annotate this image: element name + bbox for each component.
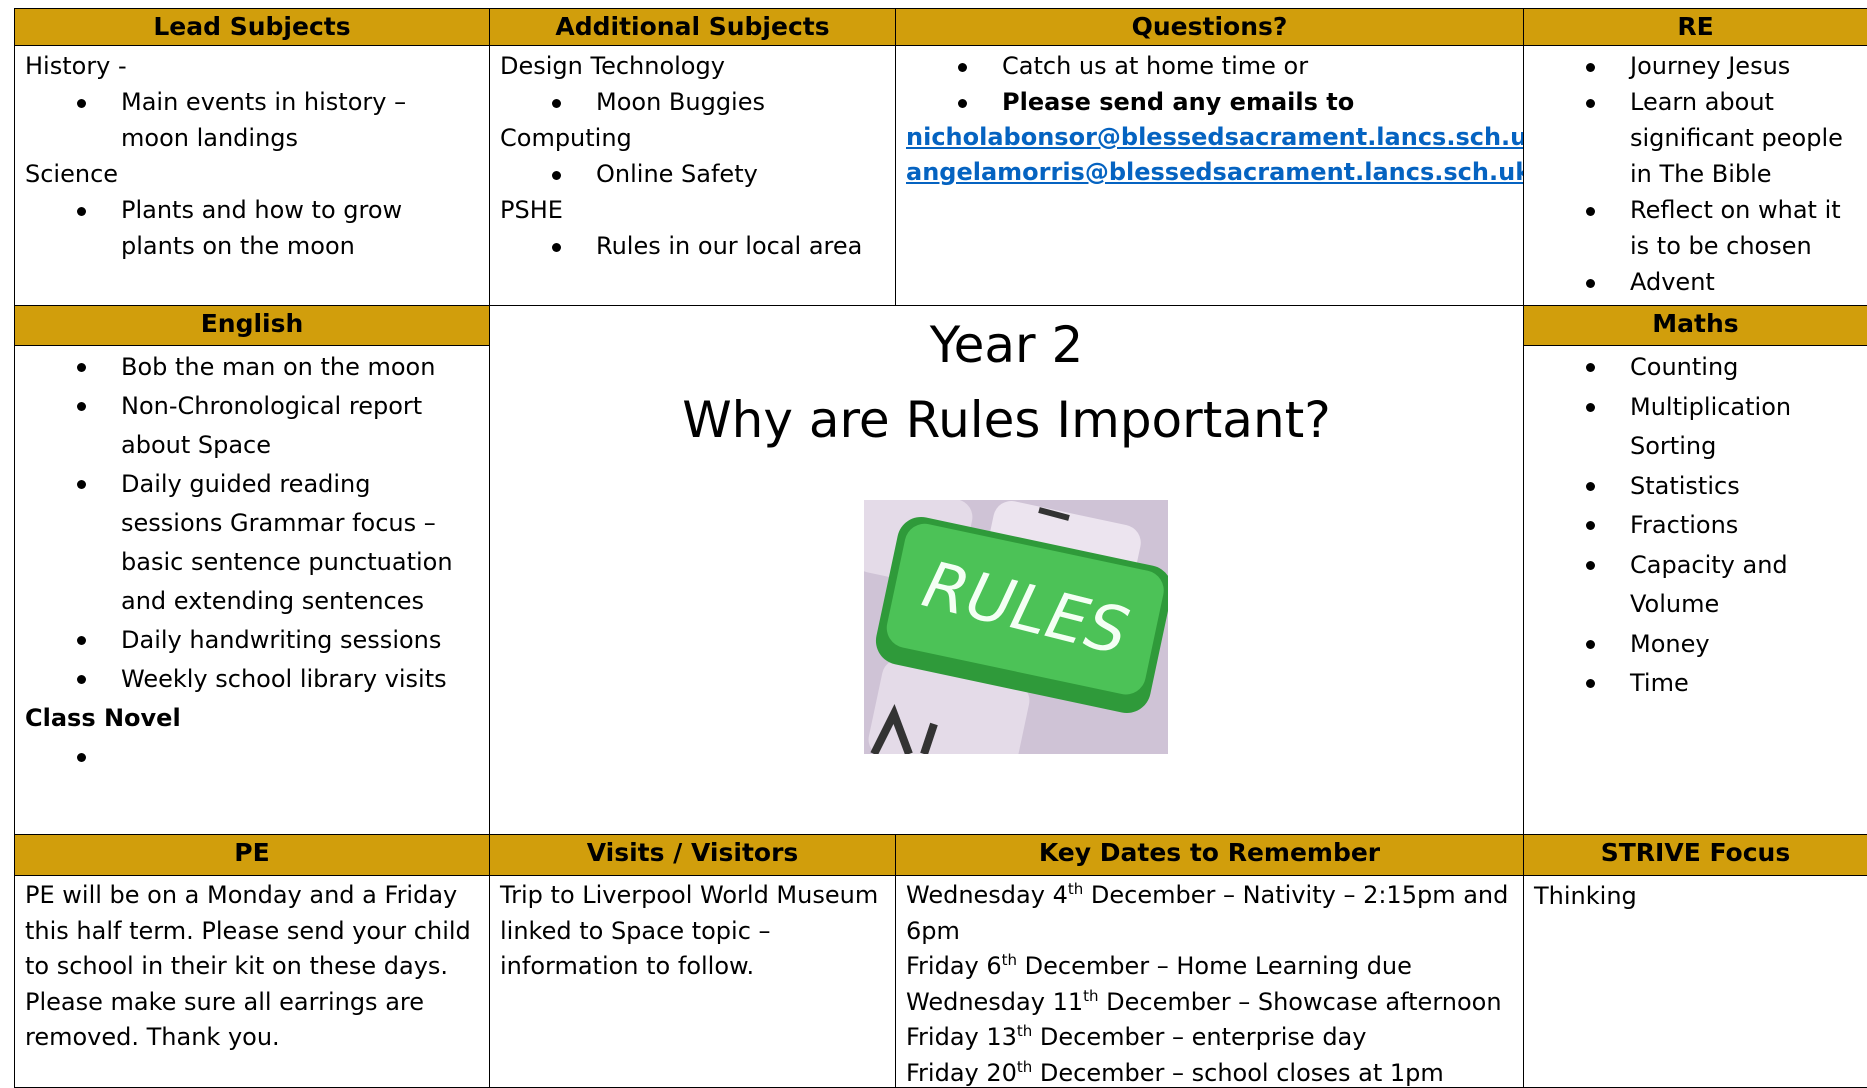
subject-heading: Science — [25, 156, 479, 192]
empty-bullet — [25, 738, 479, 777]
key-dates: Wednesday 4th December – Nativity – 2:15… — [895, 875, 1524, 1088]
strive: Thinking — [1523, 875, 1867, 1088]
subject-heading: PSHE — [500, 192, 885, 228]
class-novel-heading: Class Novel — [25, 699, 479, 738]
date-event: December – school closes at 1pm — [1032, 1059, 1444, 1087]
bullet-item: Counting — [1534, 348, 1857, 388]
bullet-item: Plants and how to grow plants on the moo… — [25, 192, 479, 264]
bullet-item: Multiplication Sorting — [1534, 388, 1857, 467]
visits: Trip to Liverpool World Museum linked to… — [489, 875, 896, 1088]
section-header: RE — [1523, 8, 1867, 46]
email-link[interactable]: angelamorris@blessedsacrament.lancs.sch.… — [906, 155, 1513, 190]
bullet-item: Moon Buggies — [500, 84, 885, 120]
bullet-item: Daily handwriting sessions — [25, 621, 479, 660]
subject-heading: Computing — [500, 120, 885, 156]
bullet-item: Bob the man on the moon — [25, 348, 479, 387]
key-date: Friday 20th December – school closes at … — [906, 1056, 1513, 1088]
key-date: Friday 13th December – enterprise day — [906, 1020, 1513, 1056]
lead-subjects: History -Main events in history – moon l… — [14, 45, 490, 306]
section-header: Visits / Visitors — [489, 834, 896, 876]
bullet-item: Capacity and Volume — [1534, 546, 1857, 625]
bullet-item: Catch us at home time or — [906, 48, 1513, 84]
bullet-item: Online Safety — [500, 156, 885, 192]
bullet-item: Non-Chronological report about Space — [25, 387, 479, 465]
bullet-item: Reflect on what it is to be chosen — [1534, 192, 1857, 264]
key-date: Friday 6th December – Home Learning due — [906, 949, 1513, 985]
date-start: Friday 6 — [906, 952, 1002, 980]
subject-heading: Design Technology — [500, 48, 885, 84]
date-start: Wednesday 11 — [906, 988, 1083, 1016]
date-start: Wednesday 4 — [906, 881, 1068, 909]
date-event: December – Showcase afternoon — [1099, 988, 1502, 1016]
section-header: English — [14, 305, 490, 346]
bullet-item: Fractions — [1534, 506, 1857, 546]
section-header: Questions? — [895, 8, 1524, 46]
section-header: Lead Subjects — [14, 8, 490, 46]
bullet-item: Main events in history – moon landings — [25, 84, 479, 156]
section-header: Additional Subjects — [489, 8, 896, 46]
date-start: Friday 13 — [906, 1023, 1017, 1051]
date-event: December – Home Learning due — [1017, 952, 1412, 980]
pe-text: PE will be on a Monday and a Friday this… — [25, 878, 479, 1056]
rules-image: RULES — [864, 500, 1168, 754]
email-link[interactable]: nicholabonsor@blessedsacrament.lancs.sch… — [906, 120, 1513, 155]
topic-question: Why are Rules Important? — [490, 391, 1523, 449]
date-suffix: th — [1017, 1058, 1032, 1076]
centre-panel: Year 2 Why are Rules Important? RULES — [489, 305, 1524, 835]
bullet-item: Daily guided reading sessions Grammar fo… — [25, 465, 479, 621]
bullet-item: Rules in our local area — [500, 228, 885, 264]
visits-text: Trip to Liverpool World Museum linked to… — [500, 878, 885, 985]
bullet-item: Learn about significant people in The Bi… — [1534, 84, 1857, 192]
date-suffix: th — [1068, 880, 1083, 898]
subject-heading: History - — [25, 48, 479, 84]
section-header: STRIVE Focus — [1523, 834, 1867, 876]
key-date: Wednesday 11th December – Showcase after… — [906, 985, 1513, 1021]
bullet-item: Time — [1534, 664, 1857, 704]
bullet-item: Journey Jesus — [1534, 48, 1857, 84]
date-suffix: th — [1083, 987, 1098, 1005]
date-suffix: th — [1017, 1022, 1032, 1040]
bullet-item: Advent — [1534, 264, 1857, 300]
bullet-item: Money — [1534, 625, 1857, 665]
strive-text: Thinking — [1534, 878, 1857, 914]
pe: PE will be on a Monday and a Friday this… — [14, 875, 490, 1088]
date-suffix: th — [1002, 951, 1017, 969]
key-date: Wednesday 4th December – Nativity – 2:15… — [906, 878, 1513, 949]
bullet-item: Please send any emails to — [906, 84, 1513, 120]
section-header: Maths — [1523, 305, 1867, 346]
bullet-item: Statistics — [1534, 467, 1857, 507]
date-start: Friday 20 — [906, 1059, 1017, 1087]
date-event: December – enterprise day — [1032, 1023, 1366, 1051]
bullet-item: Weekly school library visits — [25, 660, 479, 699]
section-header: Key Dates to Remember — [895, 834, 1524, 876]
year-title: Year 2 — [490, 316, 1523, 374]
section-header: PE — [14, 834, 490, 876]
